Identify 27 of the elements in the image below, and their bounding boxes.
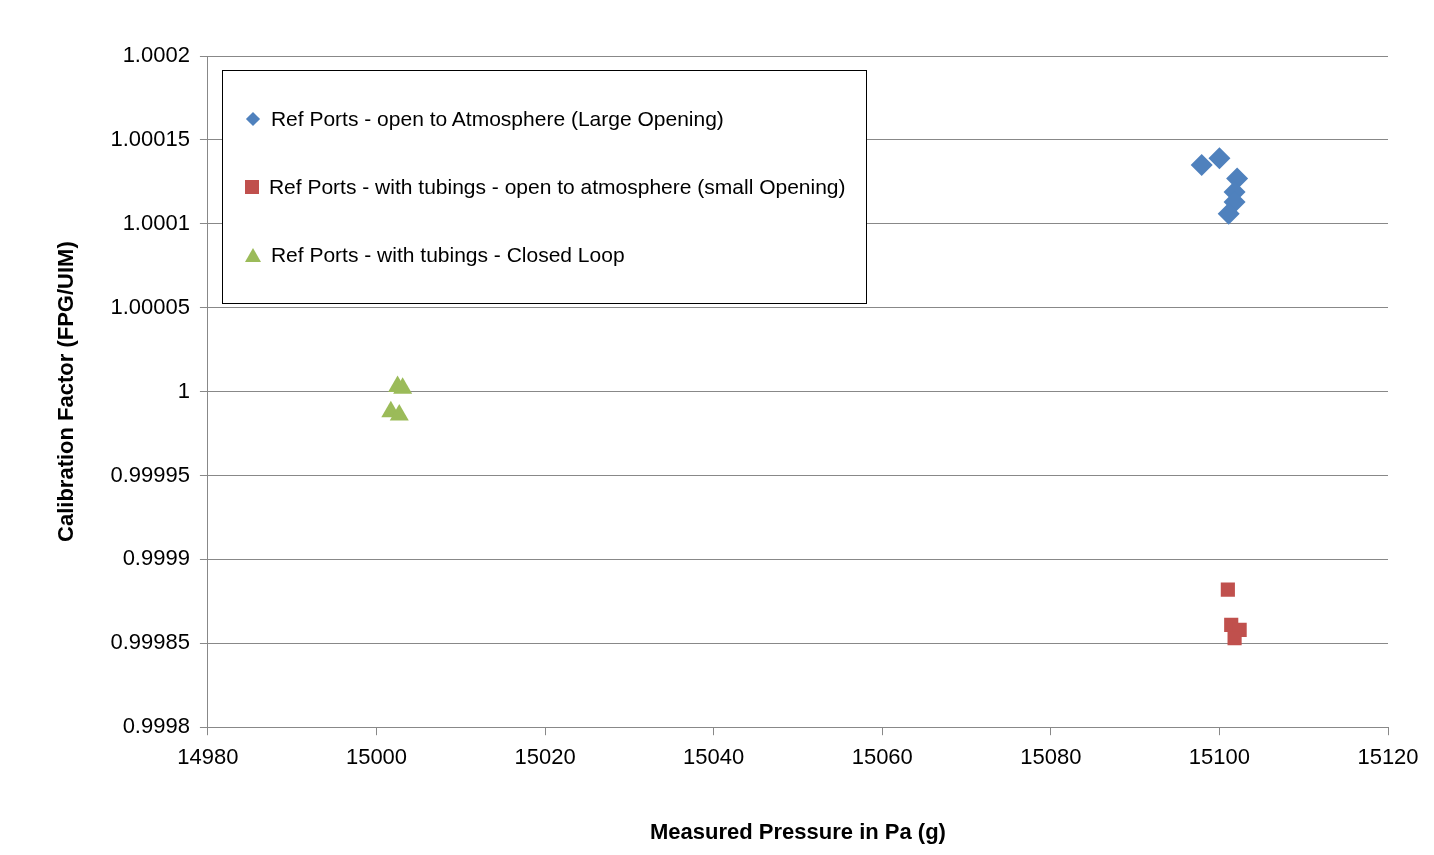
point [1208,147,1231,170]
x-tick-label: 15060 [851,744,913,770]
x-tick-label: 15080 [1020,744,1082,770]
y-tick-label: 1.00015 [110,125,190,151]
point [1227,631,1242,646]
x-tick-label: 15020 [514,744,576,770]
y-tick-label: 0.99985 [110,629,190,655]
x-tick-label: 15100 [1188,744,1251,770]
point [1220,582,1235,597]
y-tick-label: 1.00005 [110,293,190,319]
legend-label: Ref Ports - with tubings - Closed Loop [270,243,625,267]
point [1190,154,1213,177]
x-tick-label: 15120 [1357,744,1419,770]
y-tick-label: 1.0002 [122,42,190,68]
y-tick-label: 0.99995 [110,461,190,487]
y-tick-label: 0.9998 [122,713,190,739]
point [1217,202,1240,225]
y-tick-label: 0.9999 [122,545,190,571]
y-tick-label: 1.0001 [122,209,190,235]
legend-label: Ref Ports - with tubings - open to atmosphere (small Opening) [268,175,846,199]
x-axis-title: Measured Pressure in Pa (g) [650,818,946,844]
x-tick-label: 14980 [177,744,239,770]
x-tick-label: 15040 [683,744,745,770]
y-tick-label: 1 [177,377,190,403]
y-axis-title: Calibration Factor (FPG/UIM) [53,241,79,542]
x-tick-label: 15000 [345,744,408,770]
legend-label: Ref Ports - open to Atmosphere (Large Opening) [270,107,724,131]
